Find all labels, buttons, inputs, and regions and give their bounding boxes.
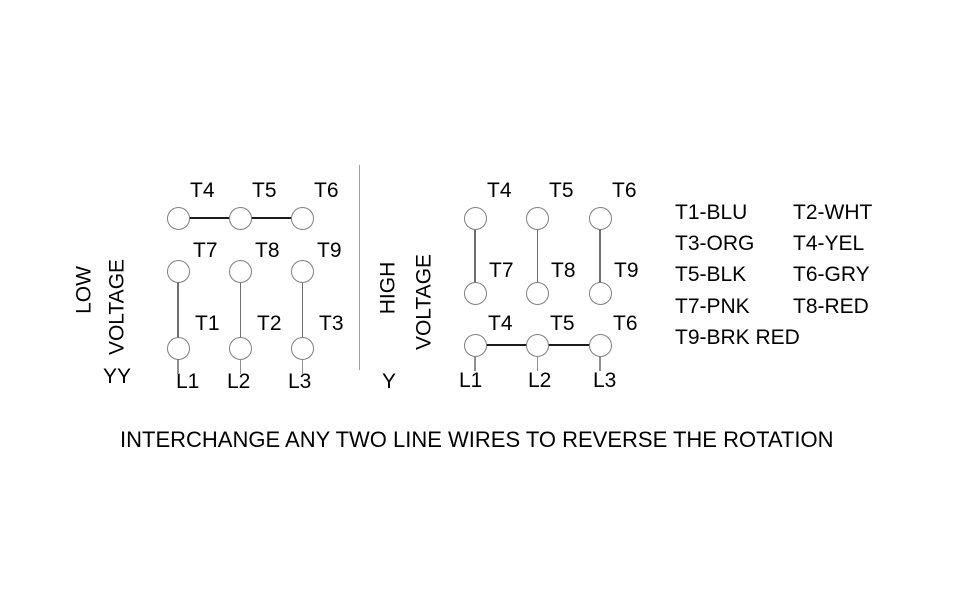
low-t4-label: T4: [190, 179, 215, 202]
low-t3-terminal-circle: [291, 336, 314, 360]
legend-item-t6: T6-GRY: [793, 263, 870, 286]
low-t6-label: T6: [314, 179, 339, 202]
low-t5-label: T5: [252, 179, 277, 202]
low-t7-t1-lead-line: [177, 271, 179, 348]
high-t8-terminal-circle: [526, 281, 549, 305]
high-t5-t8-lead-line: [536, 218, 539, 293]
high-l2-label: L2: [528, 369, 552, 392]
low-t1-label: T1: [195, 312, 220, 335]
legend-item-t7: T7-PNK: [675, 295, 750, 318]
high-l2-stub-line: [536, 345, 539, 371]
high-t9-terminal-circle: [588, 281, 612, 305]
low-t3-label: T3: [319, 312, 344, 335]
high-l3-stub-line: [599, 345, 601, 371]
low-t6-terminal-circle: [291, 206, 314, 230]
low-t7-terminal-circle: [166, 259, 190, 283]
high-t5-label: T5: [549, 179, 574, 202]
high-t6-label: T6: [612, 179, 637, 202]
high-voltage-connection-symbol: Y: [382, 370, 397, 393]
low-t1-terminal-circle: [166, 336, 190, 360]
legend-item-t4: T4-YEL: [793, 232, 865, 255]
high-bottom-t5-terminal-circle: [526, 333, 549, 357]
high-l1-label: L1: [459, 369, 483, 392]
low-t4-terminal-circle: [166, 206, 190, 230]
low-l1-label: L1: [176, 370, 200, 393]
legend-item-t9: T9-BRK RED: [675, 326, 800, 349]
low-voltage-connection-symbol: YY: [103, 365, 132, 388]
high-l3-label: L3: [593, 369, 617, 392]
high-t6-t9-lead-line: [599, 218, 601, 293]
high-bottom-t5-label: T5: [550, 312, 575, 335]
legend-item-t2: T2-WHT: [793, 201, 873, 224]
high-bottom-t4-terminal-circle: [463, 333, 487, 357]
high-t4-t7-lead-line: [474, 218, 476, 293]
low-t9-label: T9: [317, 239, 342, 262]
low-t8-t2-lead-line: [239, 271, 242, 348]
low-t3-l3-stub-line: [301, 348, 304, 374]
high-t9-label: T9: [614, 259, 639, 282]
legend-item-t5: T5-BLK: [675, 263, 747, 286]
high-t4-label: T4: [487, 179, 512, 202]
legend-item-t1: T1-BLU: [675, 201, 748, 224]
high-voltage-title-voltage: VOLTAGE: [412, 253, 436, 351]
high-l1-stub-line: [474, 345, 476, 371]
low-t7-label: T7: [193, 239, 218, 262]
low-t2-terminal-circle: [229, 336, 252, 360]
rotation-reversal-note: INTERCHANGE ANY TWO LINE WIRES TO REVERS…: [120, 427, 834, 452]
high-t5-terminal-circle: [526, 206, 549, 230]
high-bottom-t4-label: T4: [488, 312, 513, 335]
low-t9-t3-lead-line: [301, 271, 304, 348]
high-t7-terminal-circle: [463, 281, 487, 305]
high-bottom-t6-label: T6: [613, 312, 638, 335]
low-t1-l1-stub-line: [177, 348, 179, 374]
low-t8-terminal-circle: [229, 259, 252, 283]
high-t6-terminal-circle: [588, 206, 612, 230]
diagram-divider-line: [358, 165, 360, 370]
high-bottom-t6-terminal-circle: [588, 333, 612, 357]
low-voltage-title-voltage: VOLTAGE: [105, 258, 129, 356]
low-t2-l2-stub-line: [239, 348, 242, 374]
low-t2-label: T2: [257, 312, 282, 335]
low-l2-label: L2: [227, 370, 251, 393]
low-l3-label: L3: [288, 370, 312, 393]
high-voltage-title-high: HIGH: [376, 261, 400, 315]
legend-item-t3: T3-ORG: [675, 232, 755, 255]
low-t8-label: T8: [255, 239, 280, 262]
high-t8-label: T8: [551, 259, 576, 282]
high-t4-terminal-circle: [463, 206, 487, 230]
low-t9-terminal-circle: [291, 259, 314, 283]
legend-item-t8: T8-RED: [793, 295, 869, 318]
high-t7-label: T7: [489, 259, 514, 282]
low-t5-terminal-circle: [229, 206, 252, 230]
low-voltage-title-low: LOW: [72, 266, 96, 314]
